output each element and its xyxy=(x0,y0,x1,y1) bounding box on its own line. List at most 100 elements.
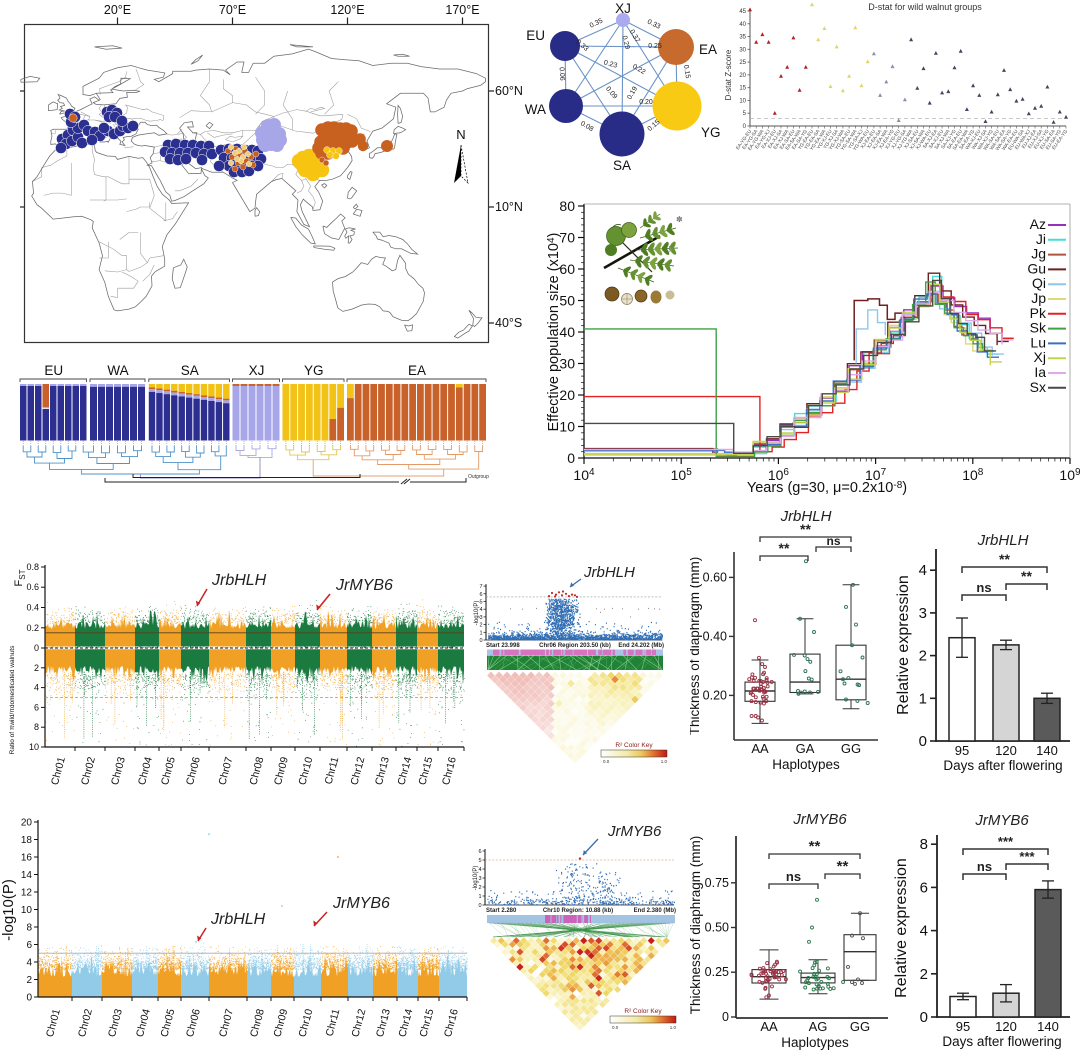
svg-text:D-stat for wild walnut groups: D-stat for wild walnut groups xyxy=(868,2,982,12)
svg-text:0: 0 xyxy=(34,643,39,653)
svg-text:0.08: 0.08 xyxy=(579,120,594,133)
svg-text:Chr14: Chr14 xyxy=(395,756,414,787)
svg-text:20: 20 xyxy=(559,387,575,403)
svg-text:30: 30 xyxy=(559,356,575,372)
svg-text:1.0: 1.0 xyxy=(661,759,668,764)
svg-text:ns: ns xyxy=(977,859,992,874)
svg-text:Chr01: Chr01 xyxy=(49,756,68,787)
svg-text:10: 10 xyxy=(21,905,33,916)
svg-text:Chr15: Chr15 xyxy=(417,1008,436,1039)
svg-text:3: 3 xyxy=(479,615,482,621)
svg-text:Ji: Ji xyxy=(1036,231,1046,247)
svg-text:-log10(P): -log10(P) xyxy=(474,601,480,626)
svg-text:15: 15 xyxy=(739,86,746,92)
svg-text:18: 18 xyxy=(21,835,33,846)
svg-text:End 24.202 (Mb): End 24.202 (Mb) xyxy=(618,643,664,649)
svg-text:4: 4 xyxy=(479,607,482,613)
svg-text:0: 0 xyxy=(743,124,747,130)
svg-text:2: 2 xyxy=(34,663,39,673)
svg-text:0: 0 xyxy=(478,903,481,909)
svg-text:EA: EA xyxy=(699,42,717,57)
svg-text:10°N: 10°N xyxy=(495,200,523,214)
svg-text:Pk: Pk xyxy=(1030,305,1047,321)
svg-text:16: 16 xyxy=(21,853,33,864)
svg-text:0: 0 xyxy=(722,1010,729,1024)
svg-text:Chr06: Chr06 xyxy=(184,1008,203,1039)
svg-text:20°E: 20°E xyxy=(104,3,131,17)
svg-text:GG: GG xyxy=(841,741,861,756)
svg-text:SA: SA xyxy=(613,158,631,173)
svg-text:0.35: 0.35 xyxy=(589,18,604,30)
svg-text:Chr09: Chr09 xyxy=(271,1008,290,1039)
svg-text:3: 3 xyxy=(919,605,927,622)
svg-text:Chr14: Chr14 xyxy=(396,1008,415,1039)
svg-text:End 2.380 (Mb): End 2.380 (Mb) xyxy=(634,908,676,914)
svg-text:0.20: 0.20 xyxy=(639,99,653,106)
svg-text:40: 40 xyxy=(739,22,746,28)
svg-text:104: 104 xyxy=(573,467,595,483)
svg-text:AA: AA xyxy=(760,1019,778,1034)
svg-text:Jg: Jg xyxy=(1031,246,1046,262)
svg-text:Chr16: Chr16 xyxy=(442,1008,461,1039)
svg-text:Days after flowering: Days after flowering xyxy=(942,1034,1061,1049)
svg-text:0.2: 0.2 xyxy=(26,623,39,633)
svg-text:WA: WA xyxy=(525,102,546,117)
svg-text:AA: AA xyxy=(751,741,769,756)
svg-text:Chr05: Chr05 xyxy=(158,1008,177,1039)
svg-text:70: 70 xyxy=(559,230,575,246)
svg-text:Relative expression: Relative expression xyxy=(893,858,910,998)
svg-text:YG: YG xyxy=(304,363,324,378)
svg-text:0.29: 0.29 xyxy=(620,35,630,50)
svg-text:50: 50 xyxy=(559,293,575,309)
svg-text:Chr09: Chr09 xyxy=(272,756,291,787)
svg-text:6: 6 xyxy=(26,940,32,951)
svg-text:Chr13: Chr13 xyxy=(373,756,392,787)
svg-text:YG: YG xyxy=(701,125,721,140)
svg-text:109: 109 xyxy=(1059,467,1080,483)
svg-text:40: 40 xyxy=(559,324,575,340)
svg-text:XJ: XJ xyxy=(249,363,265,378)
svg-text:Chr16: Chr16 xyxy=(440,756,459,787)
svg-text:Haplotypes: Haplotypes xyxy=(772,757,840,772)
svg-text:EU: EU xyxy=(44,363,63,378)
svg-text:2: 2 xyxy=(920,966,928,983)
svg-text:D-stat Z-score: D-stat Z-score xyxy=(724,49,733,100)
svg-text:-log10(P): -log10(P) xyxy=(0,879,17,941)
svg-text:0: 0 xyxy=(26,993,32,1004)
svg-text:Sx: Sx xyxy=(1030,379,1046,395)
svg-text:0.8: 0.8 xyxy=(26,562,39,572)
svg-text:EA: EA xyxy=(408,363,426,378)
svg-text:Chr15: Chr15 xyxy=(416,756,435,787)
svg-text:***: *** xyxy=(998,834,1014,849)
svg-text:Chr08: Chr08 xyxy=(248,1008,267,1039)
svg-text:Ia: Ia xyxy=(1034,364,1046,380)
svg-text:0: 0 xyxy=(567,450,575,466)
svg-text:0.50: 0.50 xyxy=(705,921,729,935)
svg-text:40°S: 40°S xyxy=(495,316,522,330)
svg-text:R² Color Key: R² Color Key xyxy=(624,1008,662,1015)
svg-text:0.0: 0.0 xyxy=(603,759,610,764)
svg-text:0.75: 0.75 xyxy=(705,876,729,890)
svg-text:Chr03: Chr03 xyxy=(106,1008,125,1039)
svg-text:140: 140 xyxy=(1037,1019,1059,1034)
svg-text:95: 95 xyxy=(955,743,969,758)
svg-text:12: 12 xyxy=(21,888,33,899)
svg-text:Chr12: Chr12 xyxy=(348,756,367,787)
svg-text:Relative expression: Relative expression xyxy=(895,575,912,715)
svg-text:170°E: 170°E xyxy=(445,3,479,17)
svg-text:Ratio of πwild/πdomesticated w: Ratio of πwild/πdomesticated walnuts xyxy=(9,645,16,754)
svg-text:1: 1 xyxy=(479,630,482,636)
svg-text:Chr10: Chr10 xyxy=(296,1008,315,1039)
svg-text:0.0: 0.0 xyxy=(612,1025,619,1030)
svg-text:0.33: 0.33 xyxy=(646,19,661,31)
svg-text:120: 120 xyxy=(995,743,1017,758)
svg-text:60: 60 xyxy=(559,261,575,277)
svg-text:Chr06 Region 203.50 (kb): Chr06 Region 203.50 (kb) xyxy=(539,643,611,649)
svg-text:**: ** xyxy=(837,858,849,875)
svg-text:Thickness of diaphragm (mm): Thickness of diaphragm (mm) xyxy=(690,557,702,736)
svg-text:0: 0 xyxy=(920,1009,928,1026)
svg-text:Az: Az xyxy=(1030,216,1046,232)
svg-text:**: ** xyxy=(779,540,790,556)
svg-text:2: 2 xyxy=(478,885,481,891)
svg-text:0.6: 0.6 xyxy=(26,582,39,592)
